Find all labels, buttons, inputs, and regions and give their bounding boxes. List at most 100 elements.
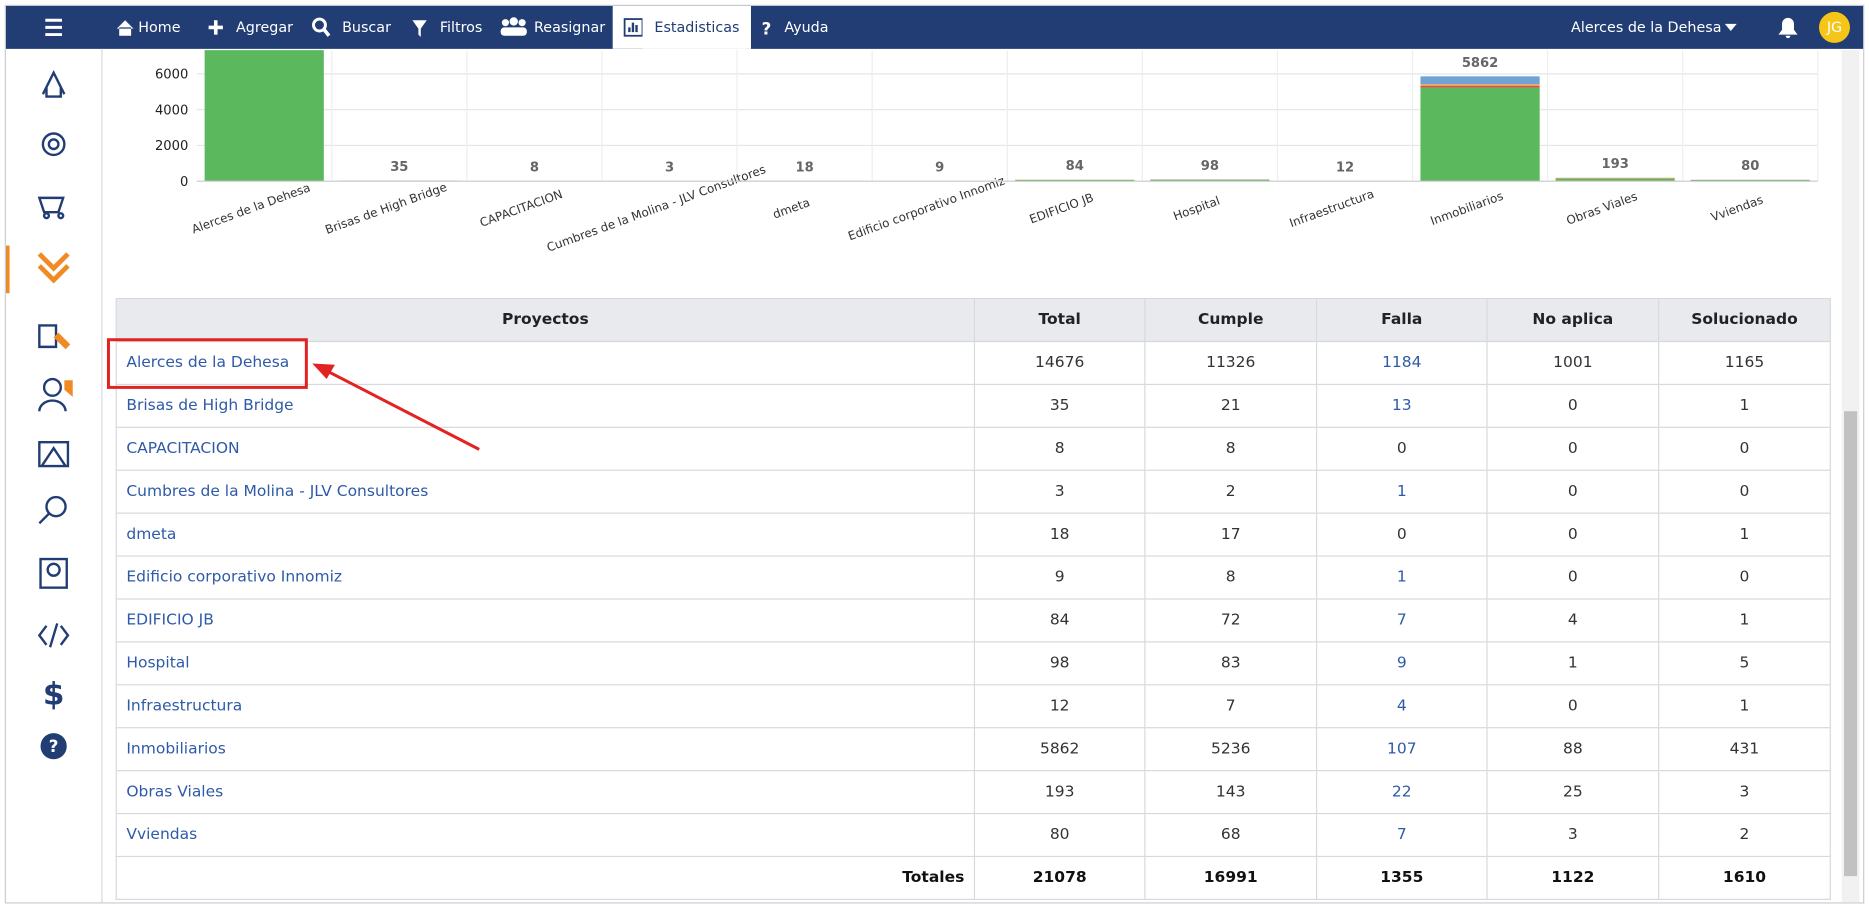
cell[interactable]: 1	[1317, 470, 1487, 513]
total-cell: 1122	[1487, 856, 1659, 899]
x-tick-label: Hospital	[1171, 194, 1221, 224]
total-cell: 1610	[1659, 856, 1831, 899]
cell[interactable]: 22	[1317, 771, 1487, 814]
cell[interactable]: 13	[1317, 384, 1487, 427]
cell: 0	[1659, 470, 1831, 513]
cell: 3	[974, 470, 1144, 513]
cell[interactable]: 1184	[1317, 342, 1487, 385]
cell: 80	[974, 814, 1144, 857]
total-cell: 16991	[1145, 856, 1317, 899]
nav-item[interactable]: Agregar	[236, 6, 293, 49]
project-link[interactable]: Hospital	[116, 642, 974, 685]
svg-text:$: $	[43, 676, 65, 712]
top-bar: ? Home Agregar Buscar Filtros Reasignar Estad…	[6, 6, 1863, 49]
column-header: Cumple	[1145, 299, 1317, 342]
project-link[interactable]: EDIFICIO JB	[116, 599, 974, 642]
cell: 0	[1487, 384, 1659, 427]
cell: 18	[974, 513, 1144, 556]
nav-item[interactable]: Home	[138, 6, 180, 49]
project-link[interactable]: Inmobiliarios	[116, 728, 974, 771]
project-link[interactable]: dmeta	[116, 513, 974, 556]
total-label: 3	[665, 161, 674, 176]
cell: 98	[974, 642, 1144, 685]
cell: 21	[1145, 384, 1317, 427]
cell[interactable]: 1	[1317, 556, 1487, 599]
cell: 431	[1659, 728, 1831, 771]
cell: 17	[1145, 513, 1317, 556]
x-tick-label: EDIFICIO JB	[1028, 190, 1096, 226]
project-selector[interactable]: Alerces de la Dehesa	[1571, 6, 1721, 49]
cell[interactable]: 7	[1317, 814, 1487, 857]
cell: 0	[1317, 513, 1487, 556]
cell: 25	[1487, 771, 1659, 814]
cell[interactable]: 107	[1317, 728, 1487, 771]
y-tick-label: 2000	[155, 139, 188, 154]
total-label: 84	[1066, 159, 1084, 174]
nav-item[interactable]: Ayuda	[784, 6, 828, 49]
cell: 3	[1487, 814, 1659, 857]
cell[interactable]: 7	[1317, 599, 1487, 642]
project-link[interactable]: Edificio corporativo Innomiz	[116, 556, 974, 599]
cell: 0	[1659, 556, 1831, 599]
cell: 0	[1487, 513, 1659, 556]
cell: 1165	[1659, 342, 1831, 385]
x-tick-label: CAPACITACION	[478, 187, 565, 230]
total-cell: 1355	[1317, 856, 1487, 899]
bar-segment	[205, 50, 324, 181]
x-tick-label: Vviendas	[1709, 193, 1765, 225]
project-link[interactable]: Brisas de High Bridge	[116, 384, 974, 427]
cell: 8	[1145, 556, 1317, 599]
cell: 1	[1659, 685, 1831, 728]
cell: 0	[1659, 427, 1831, 470]
nav-item[interactable]: Reasignar	[534, 6, 605, 49]
cell: 1	[1487, 642, 1659, 685]
project-link[interactable]: Infraestructura	[116, 685, 974, 728]
sidebar: $ ?	[6, 49, 103, 902]
cell: 1	[1659, 599, 1831, 642]
cell: 8	[1145, 427, 1317, 470]
user-avatar[interactable]: JG	[1819, 12, 1850, 43]
cell[interactable]: 4	[1317, 685, 1487, 728]
cell: 88	[1487, 728, 1659, 771]
cell: 12	[974, 685, 1144, 728]
cell: 4	[1487, 599, 1659, 642]
total-label: 18	[795, 160, 813, 175]
nav-item[interactable]: Estadisticas	[642, 6, 751, 49]
total-label: 98	[1201, 159, 1219, 174]
column-header: Proyectos	[116, 299, 974, 342]
svg-text:?: ?	[762, 20, 772, 39]
x-tick-label: dmeta	[771, 195, 812, 221]
nav-item[interactable]: Buscar	[342, 6, 391, 49]
column-header: Falla	[1317, 299, 1487, 342]
cell[interactable]: 9	[1317, 642, 1487, 685]
sidebar-icons: $ ?	[6, 49, 101, 902]
cell: 0	[1487, 685, 1659, 728]
x-tick-label: Cumbres de la Molina - JLV Consultores	[545, 162, 768, 254]
project-link[interactable]: CAPACITACION	[116, 427, 974, 470]
project-link[interactable]: Cumbres de la Molina - JLV Consultores	[116, 470, 974, 513]
cell: 2	[1659, 814, 1831, 857]
total-label: 35	[390, 160, 408, 175]
cell: 8	[974, 427, 1144, 470]
total-label: 9	[935, 160, 944, 175]
bar-segment	[1420, 76, 1539, 84]
x-tick-label: Obras Viales	[1565, 189, 1640, 228]
project-link[interactable]: Vviendas	[116, 814, 974, 857]
x-tick-label: Edificio corporativo Innomiz	[846, 173, 1007, 243]
project-link[interactable]: Obras Viales	[116, 771, 974, 814]
cell: 14676	[974, 342, 1144, 385]
y-tick-label: 4000	[155, 103, 188, 118]
scrollbar[interactable]	[1842, 50, 1860, 902]
chart: 020004000600014676Alerces de la Dehesa35…	[116, 50, 1830, 297]
nav-item[interactable]: Filtros	[440, 6, 483, 49]
project-link[interactable]: Alerces de la Dehesa	[116, 342, 974, 385]
